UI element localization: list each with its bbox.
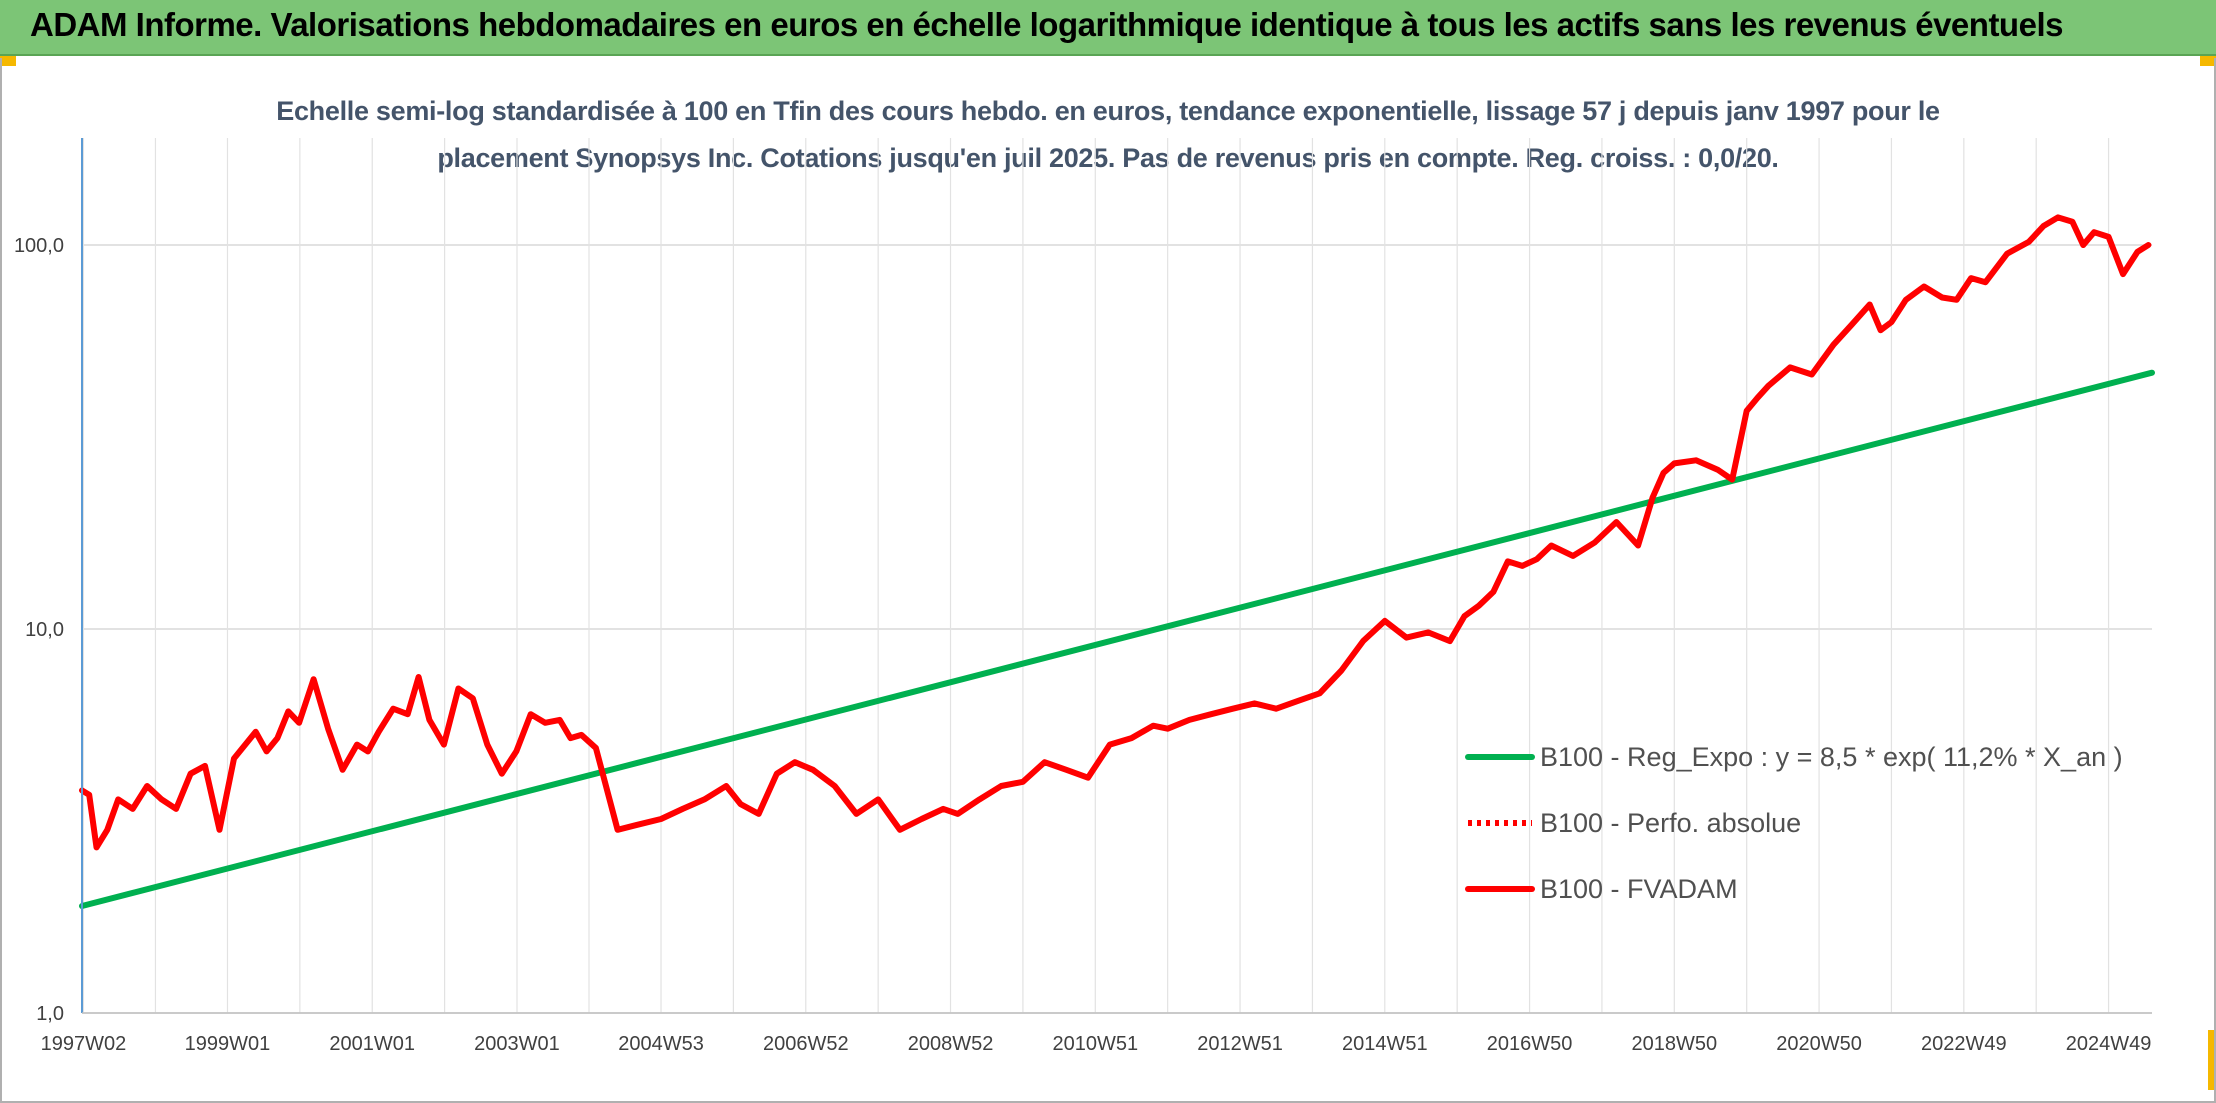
x-tick-label-1: 1999W01 xyxy=(185,1033,271,1055)
x-tick-label-13: 2022W49 xyxy=(1921,1033,2007,1055)
x-tick-label-5: 2006W52 xyxy=(763,1033,849,1055)
legend-label-1: B100 - Perfo. absolue xyxy=(1540,808,1801,838)
chart-subtitle-line-1: Echelle semi-log standardisée à 100 en T… xyxy=(276,96,1940,126)
series-line-0 xyxy=(79,369,2155,909)
x-tick-label-10: 2016W50 xyxy=(1487,1033,1573,1055)
series-line-2 xyxy=(79,214,2152,851)
x-tick-label-4: 2004W53 xyxy=(618,1033,704,1055)
legend-label-0: B100 - Reg_Expo : y = 8,5 * exp( 11,2% *… xyxy=(1540,742,2123,772)
y-tick-label-0: 1,0 xyxy=(36,1003,64,1025)
x-tick-label-6: 2008W52 xyxy=(908,1033,994,1055)
axes: 1,0 10,0 100,0 1997W02 1999W01 2001W01 2003W01… xyxy=(14,138,2152,1055)
corner-marker-bottom-right xyxy=(2208,1030,2216,1090)
y-tick-label-1: 10,0 xyxy=(25,619,64,641)
x-tick-label-3: 2003W01 xyxy=(474,1033,560,1055)
corner-marker-top-left xyxy=(0,56,16,66)
x-tick-label-11: 2018W50 xyxy=(1631,1033,1717,1055)
x-tick-label-14: 2024W49 xyxy=(2066,1033,2152,1055)
x-tick-label-0: 1997W02 xyxy=(41,1033,127,1055)
series-layer xyxy=(79,214,2155,909)
x-tick-label-8: 2012W51 xyxy=(1197,1033,1283,1055)
x-tick-label-7: 2010W51 xyxy=(1052,1033,1138,1055)
page-title: ADAM Informe. Valorisations hebdomadaire… xyxy=(30,6,2063,43)
x-tick-label-2: 2001W01 xyxy=(329,1033,415,1055)
title-banner: ADAM Informe. Valorisations hebdomadaire… xyxy=(0,0,2216,56)
legend: B100 - Reg_Expo : y = 8,5 * exp( 11,2% *… xyxy=(1465,742,2123,904)
y-tick-label-2: 100,0 xyxy=(14,235,64,257)
legend-label-2: B100 - FVADAM xyxy=(1540,874,1738,904)
x-tick-label-9: 2014W51 xyxy=(1342,1033,1428,1055)
x-tick-label-12: 2020W50 xyxy=(1776,1033,1862,1055)
grid-lines xyxy=(82,138,2152,1014)
corner-marker-top-right xyxy=(2200,56,2216,66)
chart-frame xyxy=(0,58,2216,1103)
